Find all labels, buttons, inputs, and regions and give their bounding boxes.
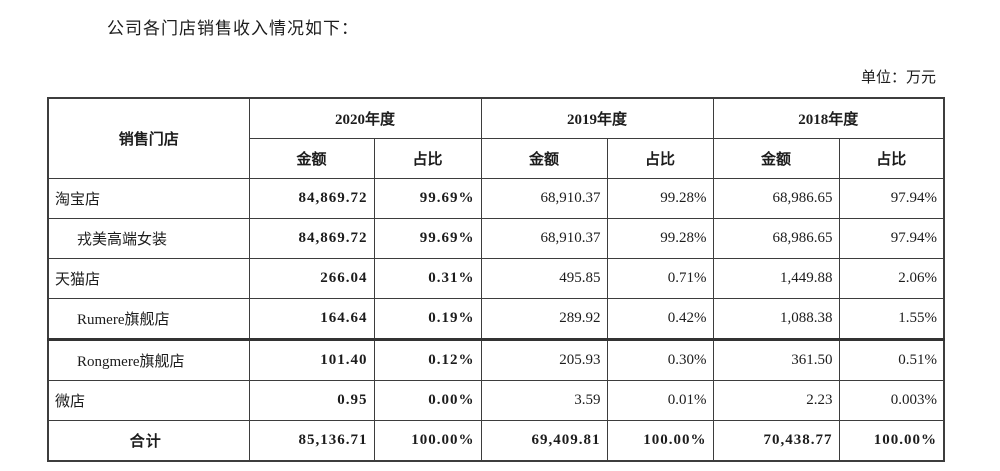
ratio-2018: 1.55% [838, 298, 945, 340]
header-ratio-2018: 占比 [838, 138, 945, 179]
amount-2018: 68,986.65 [712, 218, 840, 259]
total-amount-2018: 70,438.77 [712, 420, 840, 462]
ratio-2018: 97.94% [838, 178, 945, 219]
ratio-2018: 97.94% [838, 218, 945, 259]
store-sales-table: 销售门店 2020年度 2019年度 2018年度 金额 占比 金额 占比 金额… [47, 97, 946, 462]
amount-2019: 68,910.37 [480, 218, 608, 259]
store-name: 淘宝店 [47, 178, 250, 219]
amount-2019: 205.93 [480, 338, 608, 381]
ratio-2020: 0.00% [373, 380, 482, 421]
amount-2019: 3.59 [480, 380, 608, 421]
ratio-2020: 99.69% [373, 178, 482, 219]
ratio-2018: 2.06% [838, 258, 945, 299]
store-name: 天猫店 [47, 258, 250, 299]
header-year-2019: 2019年度 [480, 97, 714, 139]
table-header-row-metrics: 金额 占比 金额 占比 金额 占比 [48, 138, 945, 179]
amount-2018: 2.23 [712, 380, 840, 421]
total-ratio-2020: 100.00% [373, 420, 482, 462]
amount-2020: 164.64 [248, 298, 375, 340]
amount-2019: 495.85 [480, 258, 608, 299]
header-year-2018: 2018年度 [712, 97, 945, 139]
ratio-2020: 0.12% [373, 338, 482, 381]
total-amount-2020: 85,136.71 [248, 420, 375, 462]
unit-label: 单位：万元 [860, 70, 936, 86]
total-ratio-2019: 100.00% [606, 420, 714, 462]
total-amount-2019: 69,409.81 [480, 420, 608, 462]
table-row-tmall: 天猫店 266.04 0.31% 495.85 0.71% 1,449.88 2… [47, 258, 945, 299]
ratio-2019: 99.28% [606, 178, 714, 219]
ratio-2019: 0.01% [606, 380, 714, 421]
amount-2020: 0.95 [248, 380, 375, 421]
table-row-rumere: Rumere旗舰店 164.64 0.19% 289.92 0.42% 1,08… [47, 298, 945, 340]
store-name: 微店 [47, 380, 250, 421]
header-amount-2018: 金额 [712, 138, 840, 179]
page-title: 公司各门店销售收入情况如下： [107, 19, 359, 38]
total-ratio-2018: 100.00% [838, 420, 945, 462]
ratio-2019: 99.28% [606, 218, 714, 259]
table-row-taobao: 淘宝店 84,869.72 99.69% 68,910.37 99.28% 68… [47, 178, 945, 219]
amount-2020: 266.04 [248, 258, 375, 299]
header-ratio-2020: 占比 [373, 138, 482, 179]
amount-2019: 289.92 [480, 298, 608, 340]
header-ratio-2019: 占比 [606, 138, 714, 179]
header-amount-2020: 金额 [248, 138, 375, 179]
table-row-rongmere: Rongmere旗舰店 101.40 0.12% 205.93 0.30% 36… [47, 338, 945, 381]
ratio-2020: 99.69% [373, 218, 482, 259]
header-store: 销售门店 [47, 97, 250, 179]
ratio-2019: 0.30% [606, 338, 714, 381]
amount-2020: 101.40 [248, 338, 375, 381]
table-row-total: 合计 85,136.71 100.00% 69,409.81 100.00% 7… [47, 420, 945, 462]
amount-2020: 84,869.72 [248, 178, 375, 219]
amount-2020: 84,869.72 [248, 218, 375, 259]
store-name: Rongmere旗舰店 [47, 338, 250, 381]
ratio-2018: 0.003% [838, 380, 945, 421]
header-amount-2019: 金额 [480, 138, 608, 179]
amount-2018: 1,449.88 [712, 258, 840, 299]
amount-2018: 68,986.65 [712, 178, 840, 219]
ratio-2019: 0.71% [606, 258, 714, 299]
amount-2018: 361.50 [712, 338, 840, 381]
table-header-row-years: 销售门店 2020年度 2019年度 2018年度 [47, 97, 945, 179]
ratio-2019: 0.42% [606, 298, 714, 340]
header-year-2020: 2020年度 [248, 97, 482, 139]
amount-2018: 1,088.38 [712, 298, 840, 340]
total-label: 合计 [47, 420, 250, 462]
ratio-2018: 0.51% [838, 338, 945, 381]
store-name: Rumere旗舰店 [47, 298, 250, 340]
table-row-weidian: 微店 0.95 0.00% 3.59 0.01% 2.23 0.003% [47, 380, 945, 421]
ratio-2020: 0.31% [373, 258, 482, 299]
table-row-rumei-highend: 戎美高端女装 84,869.72 99.69% 68,910.37 99.28%… [47, 218, 945, 259]
amount-2019: 68,910.37 [480, 178, 608, 219]
ratio-2020: 0.19% [373, 298, 482, 340]
store-name: 戎美高端女装 [47, 218, 250, 259]
